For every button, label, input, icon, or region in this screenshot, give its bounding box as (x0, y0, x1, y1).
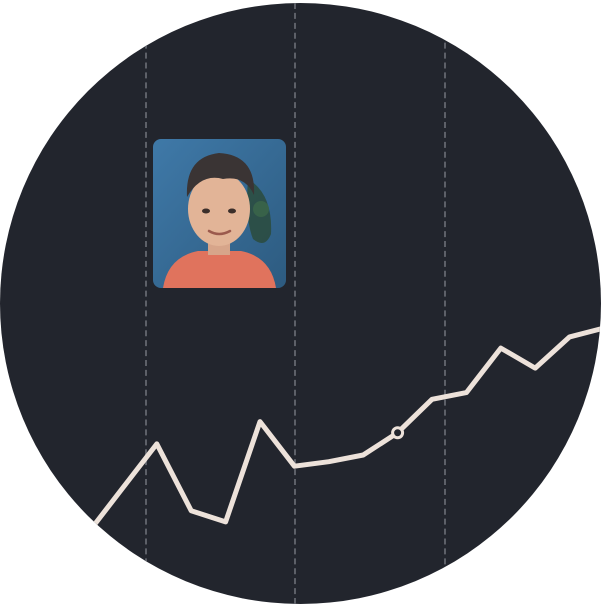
chart-circle (0, 3, 601, 604)
grid-line-2 (294, 3, 296, 604)
grid-line-3 (444, 3, 446, 604)
highlight-point[interactable] (391, 426, 405, 440)
series-line (85, 326, 601, 536)
profile-photo-graphic (153, 139, 286, 288)
grid-line-1 (145, 3, 147, 604)
line-chart (85, 326, 601, 536)
profile-photo-icon[interactable] (153, 139, 286, 288)
